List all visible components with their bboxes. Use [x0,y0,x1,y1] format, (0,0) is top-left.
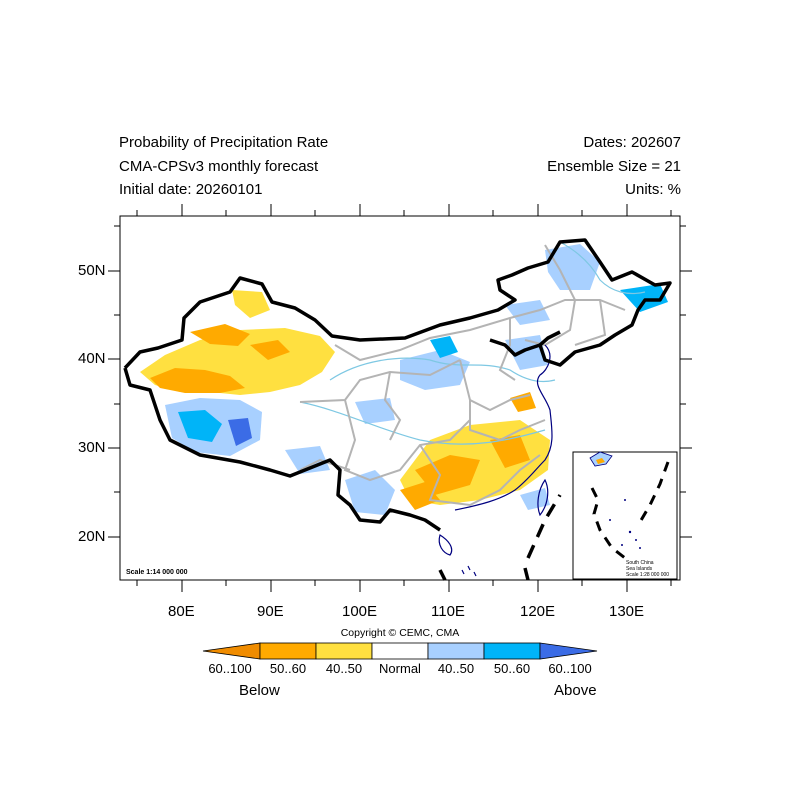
model-name: CMA-CPSv3 monthly forecast [119,158,319,175]
colorbar-label-normal: Normal [379,661,421,676]
lat-label-20n: 20N [78,528,106,545]
copyright: Copyright © CEMC, CMA [340,627,460,639]
map-scale: Scale 1:14 000 000 [126,569,188,576]
colorbar-arrow-left [202,642,261,660]
south-china-sea-inset [572,451,678,580]
colorbar-label-below-40-50: 40..50 [325,661,363,676]
colorbar-label-above-60-100: 60..100 [548,661,592,676]
inset-caption: South China Sea Islands Scale 1:28 000 0… [626,560,669,578]
lon-label-120e: 120E [520,603,556,620]
lon-label-100e: 100E [342,603,378,620]
colorbar-above-label: Above [554,682,597,699]
colorbar-label-above-50-60: 50..60 [493,661,531,676]
inset-scale: Scale 1:28 000 000 [626,572,670,578]
rivers [299,241,646,445]
lon-label-110e: 110E [431,603,465,620]
forecast-dates: Dates: 202607 [583,134,681,151]
province-boundaries [299,244,626,507]
axis-ticks [108,204,692,592]
inset-caption-line2: Sea Islands [626,566,653,572]
units-label: Units: % [625,181,681,198]
maritime-dashes [438,494,562,581]
colorbar-label-below-60-100: 60..100 [208,661,252,676]
lat-label-40n: 40N [78,350,106,367]
colorbar-arrow-right [539,642,598,660]
initial-date: Initial date: 20260101 [119,181,263,198]
colorbar-box-normal [371,642,429,660]
lon-label-130e: 130E [609,603,645,620]
lon-label-80e: 80E [168,603,195,620]
colorbar-label-above-40-50: 40..50 [437,661,475,676]
lat-label-50n: 50N [78,262,106,279]
colorbar-below-label: Below [239,682,280,699]
lat-label-30n: 30N [78,439,106,456]
colorbar-label-below-50-60: 50..60 [269,661,307,676]
map-title: Probability of Precipitation Rate [119,134,329,151]
coastline [438,344,553,577]
national-border [123,238,672,532]
colorbar-box-50-60-above [483,642,541,660]
colorbar-box-50-60-below [259,642,317,660]
lon-label-90e: 90E [257,603,284,620]
colorbar-box-40-50-below [315,642,373,660]
colorbar-box-40-50-above [427,642,485,660]
inset-caption-line1: South China [626,560,654,566]
ensemble-size: Ensemble Size = 21 [547,158,681,175]
